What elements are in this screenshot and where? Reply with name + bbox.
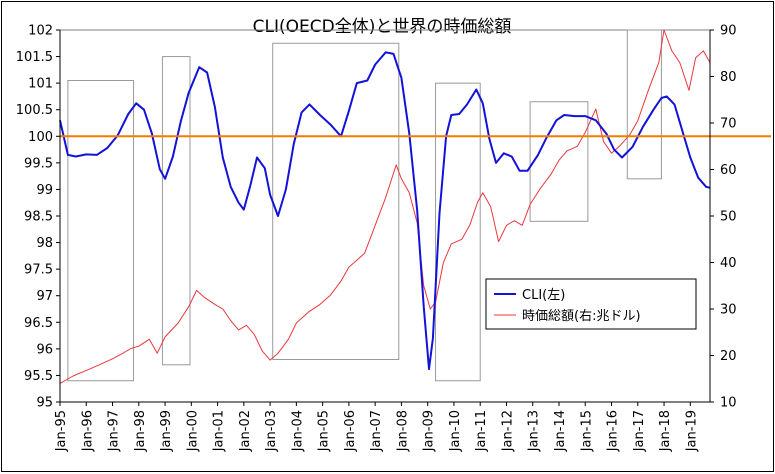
x-tick-label: Jan-01: [212, 410, 227, 452]
x-tick-label: Jan-19: [684, 410, 699, 452]
plot-area-frame: [59, 29, 711, 403]
legend: CLI(左) 時価総額(右:兆ドル): [485, 278, 697, 330]
left-axis: 95 95.5 96 96.5 97 97.5 98 98.5 99 99.5 100 100.5 10…: [16, 24, 61, 411]
x-axis: Jan-95 Jan-96 Jan-97 Jan-98 Jan-99 Jan-00 Jan-…: [54, 401, 710, 452]
right-tick-label: 90: [720, 24, 737, 39]
right-axis: 10 20 30 40 50 60 70 80 90: [709, 24, 737, 411]
x-tick-label: Jan-00: [185, 410, 200, 452]
chart-title: CLI(OECD全体)と世界の時価総額: [253, 17, 512, 37]
x-tick-label: Jan-04: [290, 410, 305, 452]
x-tick-label: Jan-05: [317, 410, 332, 452]
x-tick-label: Jan-09: [422, 410, 437, 452]
legend-label-cli: CLI(左): [522, 288, 565, 303]
left-tick-label: 101: [28, 77, 53, 92]
x-tick-label: Jan-18: [658, 410, 673, 452]
x-tick-label: Jan-14: [553, 410, 568, 452]
left-tick-label: 102: [28, 24, 53, 39]
right-tick-label: 20: [720, 349, 737, 364]
x-tick-label: Jan-06: [343, 410, 358, 452]
series-line-cli: [59, 51, 711, 371]
left-tick-label: 99.5: [24, 156, 53, 171]
highlight-boxes: [67, 29, 662, 382]
highlight-box: [161, 56, 191, 366]
left-tick-label: 98: [36, 236, 53, 251]
right-tick-label: 40: [720, 256, 737, 271]
x-tick-label: Jan-02: [238, 410, 253, 452]
x-tick-label: Jan-15: [579, 410, 594, 452]
x-tick-label: Jan-13: [527, 410, 542, 452]
x-tick-label: Jan-07: [369, 410, 384, 452]
x-tick-label: Jan-08: [395, 410, 410, 452]
right-tick-label: 10: [720, 396, 737, 411]
highlight-box: [67, 79, 135, 382]
left-tick-label: 97: [36, 289, 53, 304]
x-tick-label: Jan-03: [264, 410, 279, 452]
right-tick-label: 30: [720, 303, 737, 318]
legend-label-market-cap: 時価総額(右:兆ドル): [522, 309, 641, 324]
right-tick-label: 80: [720, 70, 737, 85]
x-tick-label: Jan-17: [632, 410, 647, 452]
left-tick-label: 95.5: [24, 369, 53, 384]
x-tick-label: Jan-11: [474, 410, 489, 452]
left-tick-label: 96: [36, 342, 53, 357]
x-tick-label: Jan-12: [500, 410, 515, 452]
left-tick-label: 95: [36, 396, 53, 411]
x-tick-label: Jan-16: [606, 410, 621, 452]
left-tick-label: 100.5: [16, 103, 53, 118]
x-tick-label: Jan-95: [54, 410, 69, 452]
highlight-box: [626, 29, 662, 180]
x-tick-label: Jan-97: [107, 410, 122, 452]
x-tick-label: Jan-98: [133, 410, 148, 452]
left-tick-label: 97.5: [24, 263, 53, 278]
x-tick-label: Jan-10: [448, 410, 463, 452]
highlight-box: [435, 82, 481, 382]
highlight-box: [529, 101, 589, 222]
left-tick-label: 99: [36, 183, 53, 198]
left-tick-label: 96.5: [24, 316, 53, 331]
legend-box: [485, 278, 697, 330]
x-tick-label: Jan-96: [80, 410, 95, 452]
left-tick-label: 98.5: [24, 210, 53, 225]
right-tick-label: 60: [720, 163, 737, 178]
left-tick-label: 101.5: [16, 50, 53, 65]
highlight-box: [272, 42, 400, 360]
left-tick-label: 100: [28, 130, 53, 145]
series-lines: [59, 29, 711, 384]
right-tick-label: 70: [720, 117, 737, 132]
x-tick-label: Jan-99: [159, 410, 174, 452]
right-tick-label: 50: [720, 210, 737, 225]
series-line-market-cap: [59, 29, 711, 384]
